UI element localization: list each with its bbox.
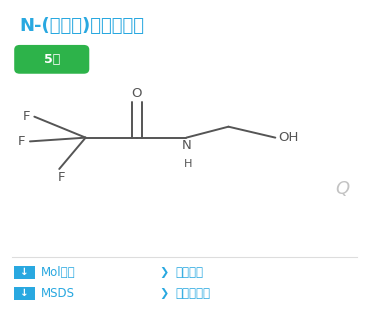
Text: Mol下载: Mol下载: [41, 266, 76, 279]
Text: ❯: ❯: [159, 288, 168, 299]
FancyBboxPatch shape: [14, 45, 89, 74]
Text: F: F: [57, 171, 65, 184]
FancyBboxPatch shape: [14, 266, 35, 279]
Text: N: N: [182, 139, 191, 152]
Text: ❯: ❯: [159, 267, 168, 278]
Text: F: F: [23, 110, 30, 123]
Text: Q: Q: [335, 180, 349, 198]
Text: 5级: 5级: [44, 53, 60, 66]
FancyBboxPatch shape: [14, 287, 35, 300]
Text: 化学性质: 化学性质: [175, 266, 203, 279]
Text: ↓: ↓: [20, 267, 29, 277]
Text: O: O: [132, 87, 142, 100]
Text: ↓: ↓: [20, 288, 29, 298]
Text: 国外供应商: 国外供应商: [175, 287, 210, 300]
Text: N-(羟甲基)三氟乙酰胺: N-(羟甲基)三氟乙酰胺: [20, 17, 145, 35]
Text: H: H: [183, 159, 192, 169]
Text: OH: OH: [278, 131, 299, 144]
Text: F: F: [18, 135, 25, 148]
Text: MSDS: MSDS: [41, 287, 75, 300]
